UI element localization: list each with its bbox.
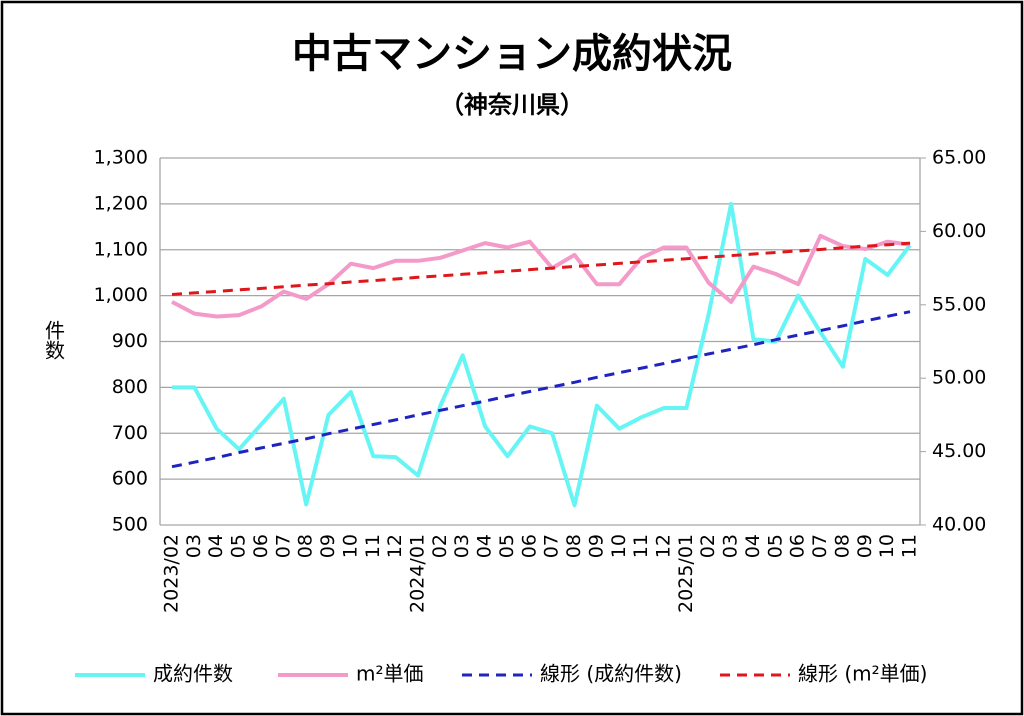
x-tick-label: 07 xyxy=(541,534,563,558)
x-tick-label: 03 xyxy=(451,534,473,558)
y-tick-label: 900 xyxy=(112,330,148,352)
y-tick-label: 700 xyxy=(112,422,148,444)
x-tick-label: 02 xyxy=(697,534,719,558)
x-tick-label: 09 xyxy=(585,534,607,558)
x-tick-label: 04 xyxy=(474,534,496,558)
x-tick-label: 12 xyxy=(384,534,406,558)
chart-subtitle: （神奈川県） xyxy=(440,91,584,119)
x-tick-label: 07 xyxy=(272,534,294,558)
x-tick-label: 06 xyxy=(518,534,540,558)
y-axis-label: 件数 xyxy=(42,320,66,360)
x-tick-label: 09 xyxy=(317,534,339,558)
y-tick-label: 600 xyxy=(112,468,148,490)
chart-title: 中古マンション成約状況 xyxy=(292,31,732,77)
x-tick-label: 11 xyxy=(630,534,652,558)
x-tick-label: 12 xyxy=(653,534,675,558)
x-tick-label: 08 xyxy=(831,534,853,558)
x-tick-label: 02 xyxy=(429,534,451,558)
x-tick-label: 10 xyxy=(339,534,361,558)
x-tick-label: 2023/02 xyxy=(161,534,183,613)
y-tick-label: 500 xyxy=(112,514,148,536)
series-line xyxy=(172,201,912,508)
legend-label: 成約件数 xyxy=(153,662,233,686)
x-tick-label: 04 xyxy=(205,534,227,558)
x-tick-label: 04 xyxy=(742,534,764,558)
trend-line xyxy=(171,310,911,469)
trend-line xyxy=(171,241,911,296)
legend-label: m²単価 xyxy=(356,662,424,686)
x-tick-label: 08 xyxy=(563,534,585,558)
series-line xyxy=(171,233,911,319)
x-tick-label: 10 xyxy=(608,534,630,558)
x-tick-label: 05 xyxy=(764,534,786,558)
x-tick-label: 06 xyxy=(250,534,272,558)
x-tick-label: 09 xyxy=(854,534,876,558)
legend-label: 線形 (成約件数) xyxy=(540,662,682,686)
y2-tick-label: 40.00 xyxy=(932,514,986,536)
legend-label: 線形 (m²単価) xyxy=(798,662,927,686)
y-tick-label: 1,300 xyxy=(94,147,148,169)
y-tick-label: 1,100 xyxy=(94,238,148,260)
x-tick-label: 06 xyxy=(787,534,809,558)
y-tick-label: 800 xyxy=(112,376,148,398)
y-tick-label: 1,200 xyxy=(94,192,148,214)
y2-tick-label: 45.00 xyxy=(932,440,986,462)
x-tick-label: 10 xyxy=(876,534,898,558)
x-tick-label: 2025/01 xyxy=(675,534,697,613)
y2-tick-label: 55.00 xyxy=(932,293,986,315)
y2-tick-label: 50.00 xyxy=(932,367,986,389)
x-tick-label: 11 xyxy=(899,534,921,558)
y2-tick-label: 65.00 xyxy=(932,147,986,169)
x-tick-label: 05 xyxy=(228,534,250,558)
x-tick-label: 2024/01 xyxy=(407,534,429,613)
x-tick-label: 03 xyxy=(183,534,205,558)
y2-tick-label: 60.00 xyxy=(932,220,986,242)
x-tick-label: 03 xyxy=(720,534,742,558)
x-tick-label: 05 xyxy=(496,534,518,558)
x-tick-label: 08 xyxy=(295,534,317,558)
y-tick-label: 1,000 xyxy=(94,284,148,306)
x-tick-label: 11 xyxy=(362,534,384,558)
x-tick-label: 07 xyxy=(809,534,831,558)
